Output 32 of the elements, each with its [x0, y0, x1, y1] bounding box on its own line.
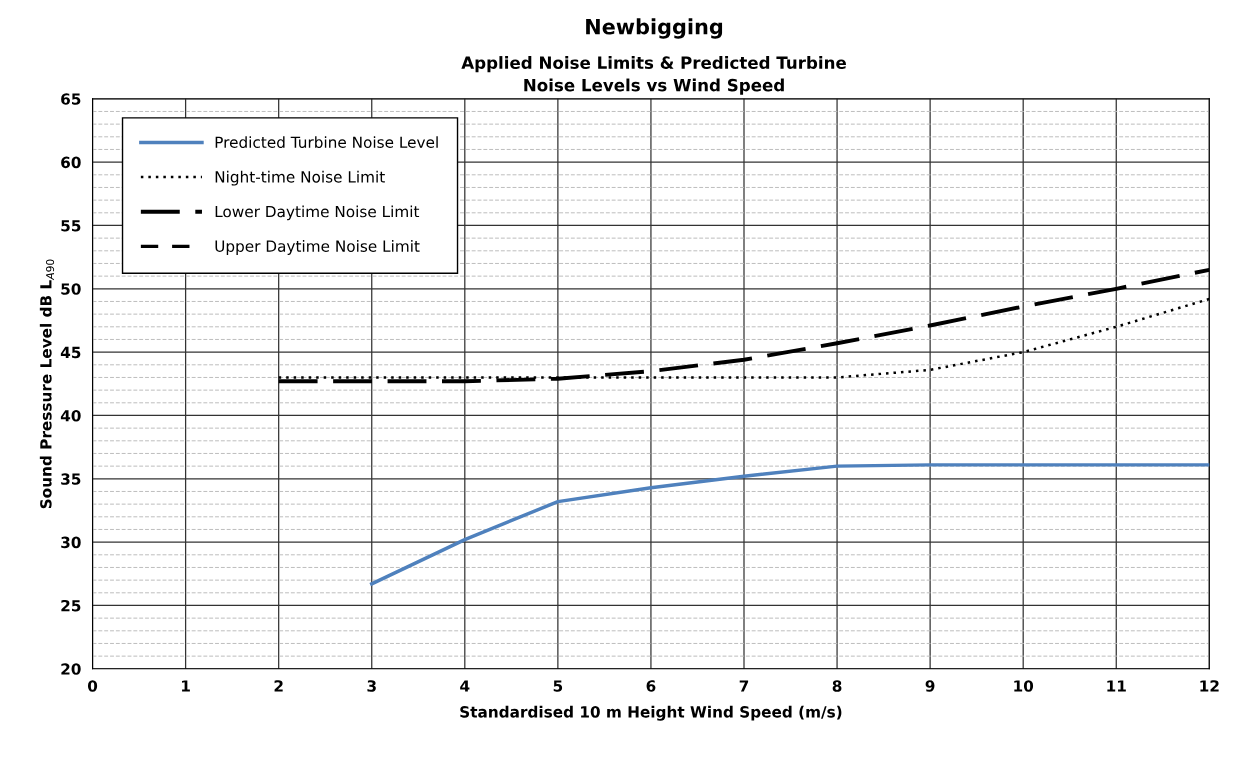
x-tick-label: 9 [925, 680, 935, 692]
y-tick-label: 25 [61, 599, 81, 612]
x-tick-label: 4 [460, 680, 470, 692]
y-tick-label: 40 [60, 409, 81, 422]
y-tick-label: 65 [61, 93, 81, 105]
x-axis-title: Standardised 10 m Height Wind Speed (m/s) [460, 705, 842, 721]
y-tick-label: 60 [61, 156, 81, 169]
x-tick-label: 11 [1107, 680, 1126, 692]
legend-label: Night-time Noise Limit [215, 170, 385, 186]
x-tick-label: 0 [87, 680, 98, 692]
y-tick-label: 35 [61, 473, 81, 485]
x-tick-label: 5 [553, 680, 563, 692]
y-tick-label: 30 [61, 536, 81, 549]
x-tick-label: 7 [739, 680, 749, 692]
x-tick-label: 6 [646, 680, 656, 692]
x-tick-label: 10 [1014, 680, 1034, 692]
legend-label: Lower Daytime Noise Limit [215, 205, 420, 221]
legend-label: Predicted Turbine Noise Level [215, 136, 438, 148]
x-tick-label: 2 [274, 680, 283, 692]
chart-title: Newbigging [586, 18, 723, 39]
chart-subtitle: Applied Noise Limits & Predicted Turbine Noise Levels vs Wind Speed [461, 56, 846, 95]
y-axis-title: Sound Pressure Level dB L$_{A90}$ [39, 259, 55, 509]
y-tick-label: 55 [61, 220, 81, 232]
x-tick-label: 8 [832, 680, 842, 692]
x-tick-label: 3 [367, 680, 376, 692]
y-tick-label: 45 [60, 346, 81, 359]
y-tick-label: 50 [61, 283, 81, 295]
line-series [370, 463, 1210, 586]
y-tick-label: 20 [61, 663, 81, 675]
legend-label: Upper Daytime Noise Limit [215, 240, 420, 255]
x-tick-label: 1 [182, 680, 190, 692]
x-tick-label: 12 [1200, 680, 1219, 692]
